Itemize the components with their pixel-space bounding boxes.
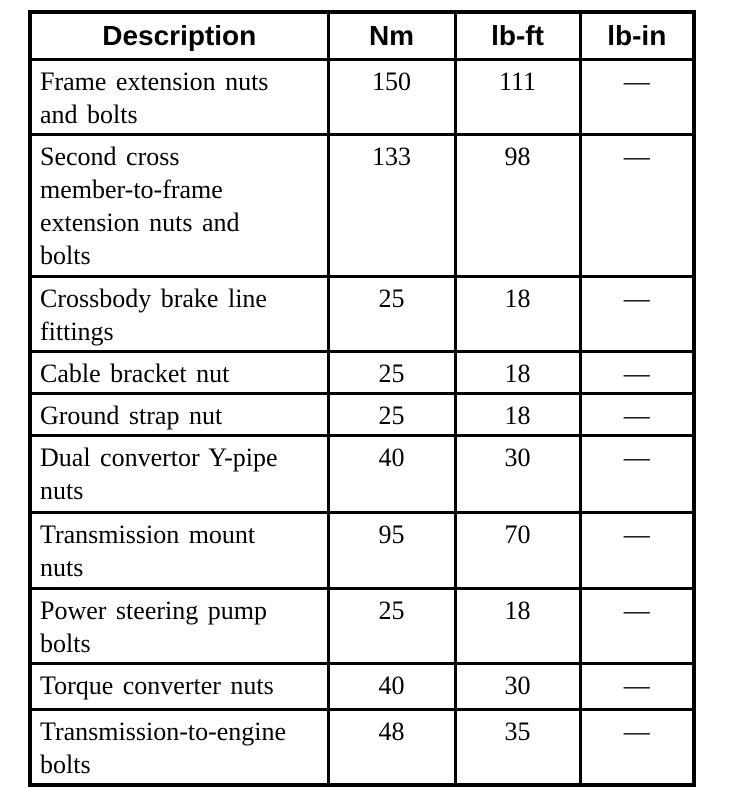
lb-ft-value-cell: 18 bbox=[453, 275, 582, 353]
lb-in-value-cell: — bbox=[578, 662, 696, 711]
table-row: Torque converter nuts 40 30 — bbox=[28, 662, 696, 711]
description-cell: Crossbody brake line fittings bbox=[28, 275, 330, 353]
lb-in-value-cell: — bbox=[578, 708, 696, 787]
lb-in-value-cell: — bbox=[578, 58, 696, 136]
nm-value-cell: 95 bbox=[326, 511, 457, 590]
nm-value-cell: 25 bbox=[326, 587, 457, 665]
description-cell: Torque converter nuts bbox=[28, 662, 330, 711]
table-row: Frame extension nuts and bolts 150 111 — bbox=[28, 58, 696, 136]
lb-in-value-cell: — bbox=[578, 392, 696, 437]
table-row: Cable bracket nut 25 18 — bbox=[28, 350, 696, 395]
table-row: Crossbody brake line fittings 25 18 — bbox=[28, 275, 696, 353]
torque-spec-table: Description Nm lb-ft lb-in Frame extensi… bbox=[28, 10, 696, 787]
lb-in-value-cell: — bbox=[578, 511, 696, 590]
nm-value-cell: 40 bbox=[326, 662, 457, 711]
table-row: Transmission mount nuts 95 70 — bbox=[28, 511, 696, 590]
description-cell: Cable bracket nut bbox=[28, 350, 330, 395]
nm-value-cell: 25 bbox=[326, 275, 457, 353]
lb-ft-value-cell: 111 bbox=[453, 58, 582, 136]
lb-ft-value-cell: 18 bbox=[453, 392, 582, 437]
column-header-nm: Nm bbox=[326, 10, 457, 61]
table-row: Ground strap nut 25 18 — bbox=[28, 392, 696, 437]
table-row: Transmission-to-engine bolts 48 35 — bbox=[28, 708, 696, 787]
table-row: Second cross member-to-frame extension n… bbox=[28, 133, 696, 278]
column-header-lb-ft: lb-ft bbox=[453, 10, 582, 61]
description-cell: Ground strap nut bbox=[28, 392, 330, 437]
lb-ft-value-cell: 30 bbox=[453, 434, 582, 514]
description-cell: Transmission-to-engine bolts bbox=[28, 708, 330, 787]
description-cell: Dual convertor Y-pipe nuts bbox=[28, 434, 330, 514]
column-header-description: Description bbox=[28, 10, 330, 61]
nm-value-cell: 25 bbox=[326, 350, 457, 395]
lb-ft-value-cell: 30 bbox=[453, 662, 582, 711]
table-row: Power steering pump bolts 25 18 — bbox=[28, 587, 696, 665]
description-cell: Frame extension nuts and bolts bbox=[28, 58, 330, 136]
lb-ft-value-cell: 35 bbox=[453, 708, 582, 787]
lb-in-value-cell: — bbox=[578, 275, 696, 353]
description-cell: Second cross member-to-frame extension n… bbox=[28, 133, 330, 278]
lb-ft-value-cell: 98 bbox=[453, 133, 582, 278]
table-header-row: Description Nm lb-ft lb-in bbox=[28, 10, 696, 61]
lb-ft-value-cell: 18 bbox=[453, 587, 582, 665]
lb-in-value-cell: — bbox=[578, 434, 696, 514]
lb-in-value-cell: — bbox=[578, 587, 696, 665]
nm-value-cell: 133 bbox=[326, 133, 457, 278]
lb-ft-value-cell: 18 bbox=[453, 350, 582, 395]
lb-in-value-cell: — bbox=[578, 133, 696, 278]
lb-ft-value-cell: 70 bbox=[453, 511, 582, 590]
description-cell: Transmission mount nuts bbox=[28, 511, 330, 590]
nm-value-cell: 48 bbox=[326, 708, 457, 787]
nm-value-cell: 150 bbox=[326, 58, 457, 136]
nm-value-cell: 40 bbox=[326, 434, 457, 514]
nm-value-cell: 25 bbox=[326, 392, 457, 437]
description-cell: Power steering pump bolts bbox=[28, 587, 330, 665]
lb-in-value-cell: — bbox=[578, 350, 696, 395]
table-row: Dual convertor Y-pipe nuts 40 30 — bbox=[28, 434, 696, 514]
column-header-lb-in: lb-in bbox=[578, 10, 696, 61]
